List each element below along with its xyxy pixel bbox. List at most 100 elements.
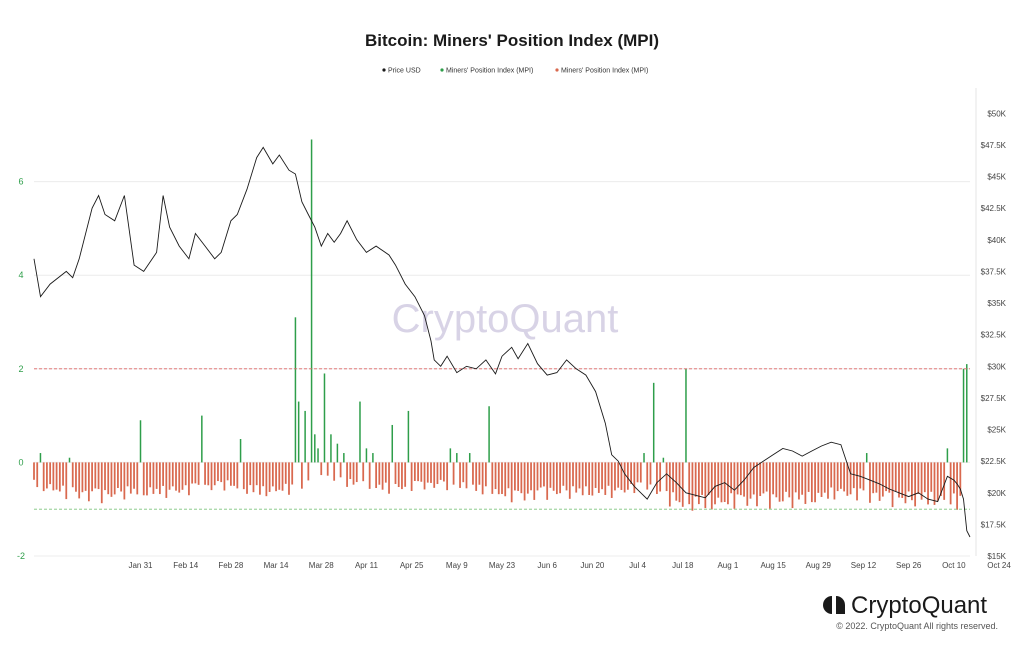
mpi-negative-bar — [165, 462, 168, 498]
legend-label-mpi-negative: Miners' Position Index (MPI) — [561, 68, 648, 75]
mpi-negative-bar — [320, 462, 323, 476]
mpi-negative-bar — [772, 462, 775, 495]
legend-item-price[interactable]: Price USD — [382, 68, 421, 75]
mpi-negative-bar — [417, 462, 419, 482]
mpi-negative-bar — [836, 462, 839, 492]
mpi-negative-bar — [410, 462, 413, 491]
mpi-negative-bar — [420, 462, 423, 482]
mpi-negative-bar — [352, 462, 355, 485]
x-tick-label: Aug 1 — [717, 561, 738, 570]
legend-label-mpi-positive: Miners' Position Index (MPI) — [446, 68, 533, 75]
mpi-negative-bar — [375, 462, 378, 489]
mpi-positive-bar — [294, 317, 297, 463]
mpi-negative-bar — [756, 462, 758, 507]
mpi-negative-bar — [207, 462, 210, 486]
mpi-negative-bar — [288, 462, 290, 495]
mpi-negative-bar — [533, 462, 536, 500]
mpi-negative-bar — [223, 462, 226, 491]
y-left-tick-label: 2 — [18, 364, 23, 374]
mpi-negative-bar — [349, 462, 352, 480]
mpi-negative-bar — [575, 462, 578, 493]
mpi-negative-bar — [956, 462, 958, 510]
mpi-negative-bar — [271, 462, 274, 487]
mpi-negative-bar — [888, 462, 891, 493]
mpi-negative-bar — [259, 462, 261, 495]
y-right-tick-label: $42.5K — [981, 204, 1007, 213]
x-tick-label: Jun 6 — [537, 561, 557, 570]
y-right-tick-label: $45K — [987, 173, 1006, 182]
x-tick-label: Sep 26 — [896, 561, 922, 570]
mpi-negative-bar — [220, 462, 223, 483]
mpi-negative-bar — [152, 462, 155, 494]
y-right-tick-label: $37.5K — [981, 267, 1007, 276]
mpi-negative-bar — [701, 462, 703, 495]
y-right-tick-label: $20K — [987, 489, 1006, 498]
mpi-negative-bar — [249, 462, 252, 486]
legend-dot-price — [382, 68, 386, 72]
mpi-negative-bar — [565, 462, 568, 491]
mpi-negative-bar — [65, 462, 68, 500]
x-tick-label: Mar 14 — [264, 561, 289, 570]
mpi-negative-bar — [368, 462, 371, 489]
mpi-positive-bar — [336, 443, 339, 463]
mpi-negative-bar — [307, 462, 310, 481]
mpi-positive-bar — [314, 434, 316, 463]
mpi-negative-bar — [394, 462, 397, 484]
mpi-negative-bar — [71, 462, 74, 488]
mpi-positive-bar — [323, 373, 326, 463]
x-tick-label: Apr 11 — [355, 561, 379, 570]
mpi-negative-bar — [911, 462, 913, 501]
mpi-negative-bar — [142, 462, 145, 496]
brand-name: CryptoQuant — [851, 592, 987, 619]
mpi-negative-bar — [856, 462, 858, 501]
mpi-positive-bar — [946, 448, 949, 463]
mpi-negative-bar — [659, 462, 662, 492]
mpi-negative-bar — [181, 462, 184, 490]
mpi-positive-bar — [297, 401, 300, 463]
mpi-negative-bar — [123, 462, 126, 500]
x-tick-label: Feb 14 — [173, 561, 198, 570]
y-right-tick-label: $32.5K — [981, 331, 1007, 340]
mpi-negative-bar — [126, 462, 129, 487]
mpi-positive-bar — [407, 410, 410, 463]
mpi-negative-bar — [710, 462, 713, 510]
y-left-tick-label: 4 — [18, 270, 23, 280]
mpi-negative-bar — [514, 462, 516, 491]
mpi-positive-bar — [966, 364, 968, 463]
mpi-negative-bar — [943, 462, 946, 500]
mpi-negative-bar — [58, 462, 61, 492]
mpi-negative-bar — [281, 462, 284, 491]
mpi-negative-bar — [278, 462, 281, 490]
mpi-negative-bar — [523, 462, 526, 501]
mpi-negative-bar — [891, 462, 894, 508]
mpi-negative-bar — [830, 462, 833, 488]
mpi-positive-bar — [317, 448, 319, 463]
legend-dot-mpi-negative — [555, 68, 559, 72]
mpi-negative-bar — [959, 462, 962, 496]
x-tick-label: Jan 31 — [128, 561, 153, 570]
mpi-negative-bar — [439, 462, 442, 480]
mpi-negative-bar — [107, 462, 110, 495]
mpi-negative-bar — [617, 462, 620, 488]
legend-item-mpi-negative[interactable]: Miners' Position Index (MPI) — [555, 68, 648, 75]
mpi-negative-bar — [762, 462, 765, 494]
mpi-negative-bar — [84, 462, 87, 491]
legend-item-mpi-positive[interactable]: Miners' Position Index (MPI) — [440, 68, 533, 75]
mpi-negative-bar — [213, 462, 216, 486]
mpi-negative-bar — [878, 462, 881, 501]
mpi-negative-bar — [759, 462, 762, 497]
mpi-negative-bar — [572, 462, 574, 487]
mpi-negative-bar — [894, 462, 897, 492]
mpi-negative-bar — [104, 462, 106, 491]
mpi-negative-bar — [413, 462, 416, 481]
mpi-negative-bar — [191, 462, 194, 484]
mpi-negative-bar — [885, 462, 887, 492]
mpi-negative-bar — [585, 462, 587, 487]
mpi-negative-bar — [133, 462, 135, 489]
mpi-negative-bar — [594, 462, 597, 488]
y-right-tick-label: $35K — [987, 299, 1006, 308]
mpi-negative-bar — [940, 462, 942, 496]
mpi-negative-bar — [775, 462, 778, 498]
mpi-negative-bar — [175, 462, 177, 491]
